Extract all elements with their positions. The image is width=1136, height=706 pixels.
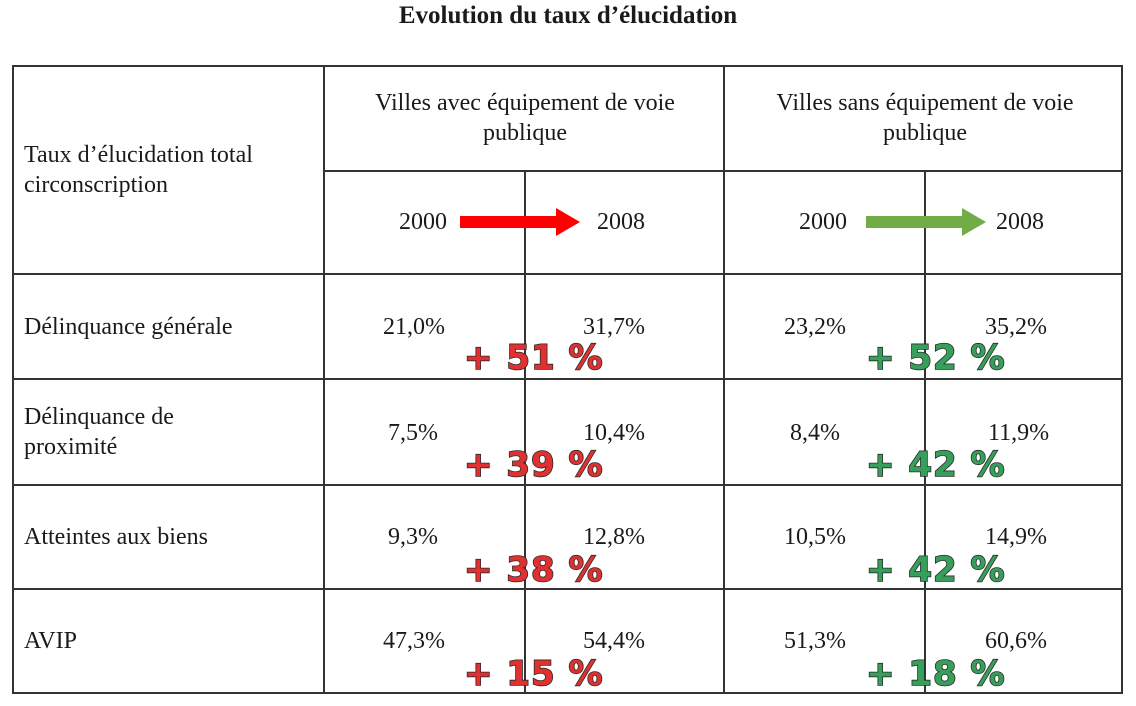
group-header-without: Villes sans équipement de voie publique: [776, 90, 1074, 146]
value-with-2000: 21,0%: [383, 314, 445, 340]
row-label: Atteintes aux biens: [24, 524, 208, 550]
arrow-shaft: [866, 216, 964, 228]
value-with-2008: 10,4%: [583, 420, 645, 446]
value-with-2000: 47,3%: [383, 628, 445, 654]
row-label: Délinquance générale: [24, 314, 233, 340]
change-with-badge: + 39 %: [463, 445, 604, 485]
document-title: Evolution du taux d’élucidation: [398, 2, 738, 29]
year-from-with: 2000: [399, 209, 447, 235]
value-with-2008: 54,4%: [583, 628, 645, 654]
year-to-without: 2008: [996, 209, 1044, 235]
value-without-2000: 51,3%: [784, 628, 846, 654]
change-without-badge: + 52 %: [865, 338, 1006, 378]
change-without-badge: + 18 %: [865, 654, 1006, 694]
arrow-head: [556, 208, 580, 236]
value-without-2008: 14,9%: [985, 524, 1047, 550]
row-label: Délinquance de proximité: [24, 404, 174, 460]
group-header-with: Villes avec équipement de voie publique: [375, 90, 675, 146]
change-with-badge: + 51 %: [463, 338, 604, 378]
value-with-2000: 7,5%: [388, 420, 438, 446]
arrow-head: [962, 208, 986, 236]
row-label: AVIP: [24, 628, 77, 654]
year-to-with: 2008: [597, 209, 645, 235]
value-with-2008: 12,8%: [583, 524, 645, 550]
arrow-shaft: [460, 216, 558, 228]
change-without-badge: + 42 %: [865, 550, 1006, 590]
arrow-right-green-icon: [866, 208, 986, 236]
change-with-badge: + 15 %: [463, 654, 604, 694]
change-with-badge: + 38 %: [463, 550, 604, 590]
arrow-right-red-icon: [460, 208, 580, 236]
value-without-2008: 35,2%: [985, 314, 1047, 340]
change-without-badge: + 42 %: [865, 445, 1006, 485]
value-without-2000: 8,4%: [790, 420, 840, 446]
value-with-2000: 9,3%: [388, 524, 438, 550]
value-without-2000: 10,5%: [784, 524, 846, 550]
value-with-2008: 31,7%: [583, 314, 645, 340]
year-from-without: 2000: [799, 209, 847, 235]
value-without-2008: 11,9%: [988, 420, 1050, 446]
row-header-label: Taux d’élucidation total circonscription: [24, 142, 253, 198]
value-without-2000: 23,2%: [784, 314, 846, 340]
value-without-2008: 60,6%: [985, 628, 1047, 654]
